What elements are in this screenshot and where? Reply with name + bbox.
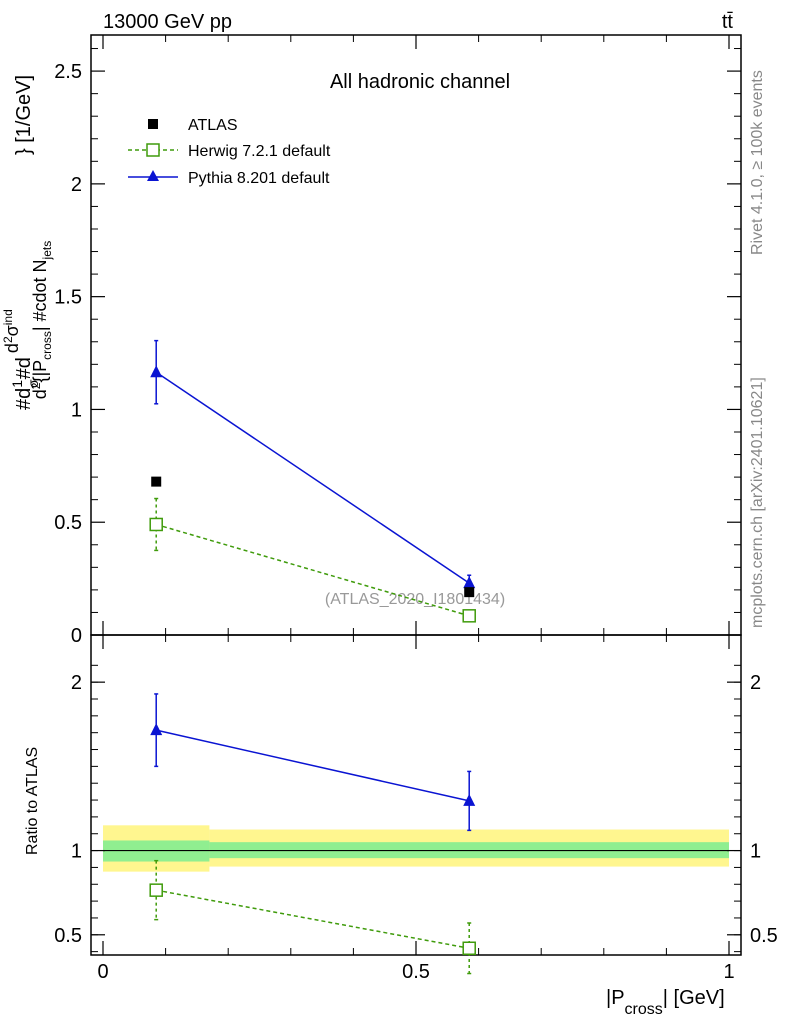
atlas-point xyxy=(464,587,475,598)
herwig-point xyxy=(149,517,163,532)
ratio-herwig-point xyxy=(462,941,476,956)
main-y-tick-label: 0 xyxy=(71,625,82,647)
ratio-y-tick-label: 1 xyxy=(71,841,82,863)
ratio-y-tick-label: 0.5 xyxy=(54,925,82,947)
legend-atlas-label: ATLAS xyxy=(188,117,238,134)
main-ylabel: #d1σ#dd2σindd2{|Pcross| #cdot Njets xyxy=(1,241,54,410)
header-right: tt̄ xyxy=(722,11,734,33)
header-left: 13000 GeV pp xyxy=(103,11,232,33)
main-y-tick-label: 1 xyxy=(71,399,82,421)
main-title: All hadronic channel xyxy=(330,71,510,93)
main-ylabel-units: } [1/GeV] xyxy=(13,75,35,155)
x-axis-label: |Pcross| [GeV] xyxy=(606,987,725,1018)
ratio-herwig-line xyxy=(156,889,470,950)
x-tick-label: 0 xyxy=(97,961,108,983)
ratio-pythia-point xyxy=(150,723,163,736)
main-y-tick-label: 2 xyxy=(71,174,82,196)
legend-herwig-label: Herwig 7.2.1 default xyxy=(188,143,331,160)
ratio-y-tick-label: 2 xyxy=(71,672,82,694)
pythia-point xyxy=(463,576,476,589)
legend-atlas-marker xyxy=(148,119,158,129)
legend-pythia-label: Pythia 8.201 default xyxy=(188,170,330,187)
svg-text:|Pcross| [GeV]: |Pcross| [GeV] xyxy=(606,987,725,1018)
ratio-pythia-line xyxy=(156,729,470,802)
herwig-point xyxy=(462,609,476,623)
x-tick-label: 1 xyxy=(723,961,734,983)
ratio-y-tick-label-right: 2 xyxy=(750,672,761,694)
main-y-tick-label: 2.5 xyxy=(54,61,82,83)
legend: ATLAS Herwig 7.2.1 default Pythia 8.201 … xyxy=(128,117,331,187)
rivet-label: Rivet 4.1.0, ≥ 100k events xyxy=(749,70,766,255)
atlas-point xyxy=(151,476,162,487)
legend-pythia-marker xyxy=(147,170,159,181)
ratio-y-tick-label-right: 1 xyxy=(750,841,761,863)
legend-herwig-marker xyxy=(146,143,160,157)
pythia-line xyxy=(155,371,470,584)
herwig-line xyxy=(155,523,470,617)
svg-text:#d1σ#dd2σindd2{|Pcross| #cdot: #d1σ#dd2σindd2{|Pcross| #cdot Njets xyxy=(1,241,54,410)
main-y-tick-label: 0.5 xyxy=(54,512,82,534)
ratio-frame xyxy=(90,634,742,956)
mcplots-label: mcplots.cern.ch [arXiv:2401.10621] xyxy=(749,377,766,628)
x-tick-label: 0.5 xyxy=(402,961,430,983)
ratio-herwig-point xyxy=(149,883,163,897)
ratio-ylabel: Ratio to ATLAS xyxy=(24,747,41,855)
ratio-pythia-point xyxy=(463,793,476,806)
ratio-y-tick-label-right: 0.5 xyxy=(750,925,778,947)
pythia-point xyxy=(150,365,163,378)
ratio-panel xyxy=(90,634,742,956)
main-y-tick-label: 1.5 xyxy=(54,287,82,309)
